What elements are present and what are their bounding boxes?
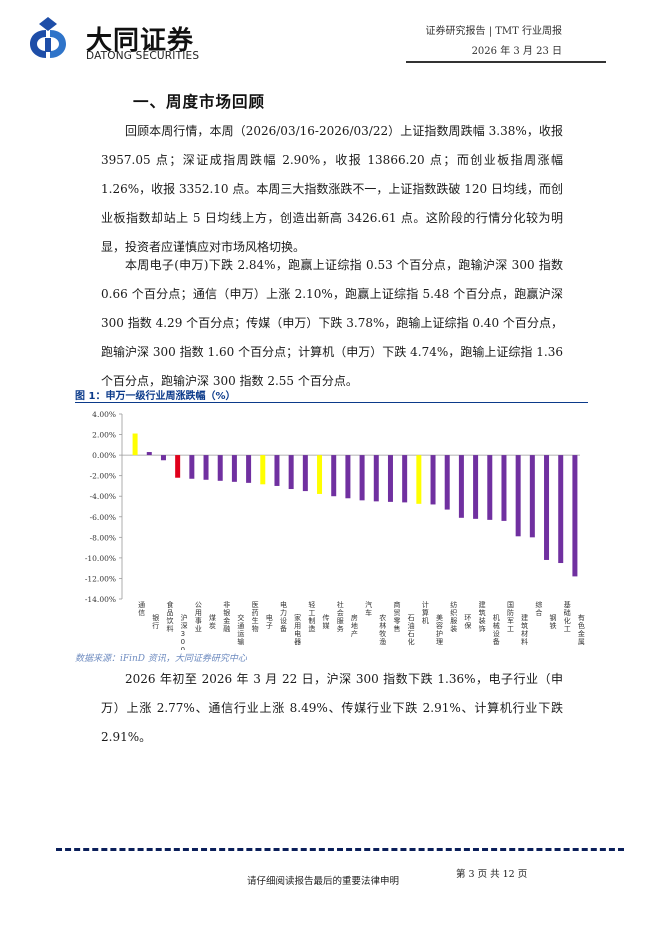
bar: [359, 455, 365, 501]
bar: [317, 455, 323, 494]
bar: [430, 455, 436, 505]
x-tick-label: 银行: [152, 613, 159, 630]
x-tick-label: 沪深 3 0 0: [181, 613, 188, 650]
logo-english-name: DATONG SECURITIES: [86, 50, 200, 62]
bar: [302, 455, 308, 492]
footer-page-number: 第 3 页 共 12 页: [456, 869, 528, 880]
y-tick-label: -6.00%: [90, 513, 116, 522]
footer-dashed-rule: [56, 848, 624, 851]
footer-disclaimer: 请仔细阅读报告最后的重要法律申明: [247, 876, 400, 887]
y-tick-label: 4.00%: [92, 410, 116, 419]
x-tick-label: 石油石化: [408, 614, 415, 646]
bar: [487, 455, 493, 520]
x-tick-label: 美容护理: [436, 613, 443, 646]
x-tick-label: 商贸零售: [393, 600, 400, 633]
bar: [501, 455, 507, 521]
x-tick-label: 机械设备: [493, 613, 500, 646]
bar: [231, 455, 237, 482]
x-tick-label: 食品饮料: [166, 600, 173, 633]
bar: [373, 455, 379, 502]
bar: [260, 455, 266, 485]
section-title: 一、周度市场回顾: [133, 93, 266, 111]
x-tick-label: 公用事业: [195, 601, 202, 633]
x-tick-label: 国防军工: [507, 601, 514, 633]
y-tick-label: 2.00%: [92, 431, 116, 440]
y-tick-label: 0.00%: [92, 451, 116, 460]
y-tick-label: -2.00%: [90, 472, 116, 481]
x-tick-label: 医药生物: [252, 601, 259, 633]
bar: [160, 455, 166, 461]
figure-title-rule: [75, 402, 588, 403]
bar: [544, 455, 550, 560]
bar: [416, 455, 422, 504]
bar: [146, 452, 152, 456]
y-tick-label: -12.00%: [85, 574, 116, 583]
x-tick-label: 非银金融: [223, 600, 230, 633]
x-tick-label: 家用电器: [294, 613, 301, 646]
x-tick-label: 农林牧渔: [379, 613, 386, 646]
x-tick-label: 钢铁: [550, 613, 557, 630]
x-tick-label: 综合: [535, 600, 542, 617]
x-tick-label: 基础化工: [564, 600, 571, 633]
x-tick-label: 煤炭: [209, 613, 216, 630]
y-tick-label: -4.00%: [90, 492, 116, 501]
logo-chinese-name: 大同证券: [86, 26, 195, 56]
x-tick-label: 传媒: [323, 613, 330, 630]
bar: [132, 433, 138, 456]
figure-source: 数据来源：iFinD 资讯，大同证券研究中心: [75, 654, 247, 664]
bar: [515, 455, 521, 537]
datong-logo-icon: [30, 17, 66, 58]
bar: [246, 455, 252, 483]
industry-weekly-change-chart: 4.00% 2.00% 0.00% -2.00% -4.00% -6.00% -8.00% -…: [85, 410, 585, 650]
bar: [203, 455, 209, 480]
bar: [444, 455, 450, 510]
bar: [288, 455, 294, 490]
bar: [473, 455, 479, 519]
bar: [402, 455, 408, 503]
x-tick-label: 建筑材料: [521, 613, 528, 646]
bar: [558, 455, 564, 564]
x-tick-label: 交通运输: [237, 613, 244, 646]
bar: [572, 455, 578, 577]
bar: [189, 455, 195, 479]
x-tick-label: 电子: [266, 613, 273, 630]
bar: [217, 455, 223, 481]
bar: [458, 455, 464, 518]
bar: [387, 455, 393, 502]
x-tick-label: 纺织服装: [450, 600, 457, 633]
bar: [529, 455, 535, 538]
x-tick-label: 通信: [138, 600, 145, 617]
x-tick-label: 建筑装饰: [479, 600, 486, 633]
header-rule: [406, 61, 606, 63]
bar: [331, 455, 337, 497]
page-header: 大同证券 DATONG SECURITIES 证券研究报告 | TMT 行业周报…: [0, 0, 662, 63]
bar: [175, 455, 181, 478]
y-tick-label: -8.00%: [90, 533, 116, 542]
bar: [274, 455, 280, 486]
x-tick-label: 房地产: [351, 613, 358, 638]
paragraph-tmt-sectors: 本周电子(申万)下跌 2.84%，跑赢上证综指 0.53 个百分点，跑输沪深 3…: [101, 258, 563, 388]
x-tick-label: 环保: [464, 614, 471, 630]
x-tick-label: 计算机: [422, 600, 429, 625]
paragraph-market-review: 回顾本周行情，本周（2026/03/16-2026/03/22）上证指数周跌幅 …: [101, 124, 563, 254]
x-tick-label: 有色金属: [578, 613, 585, 646]
figure-title: 图 1：申万一级行业周涨跌幅（%）: [75, 391, 236, 402]
x-tick-label: 社会服务: [337, 600, 344, 633]
report-date: 2026 年 3 月 23 日: [471, 46, 562, 57]
x-tick-label: 汽车: [365, 600, 372, 617]
report-type: 证券研究报告 | TMT 行业周报: [425, 26, 562, 37]
y-tick-label: -14.00%: [85, 595, 116, 604]
y-tick-label: -10.00%: [85, 554, 116, 563]
x-tick-label: 电力设备: [280, 600, 287, 633]
paragraph-ytd-performance: 2026 年初至 2026 年 3 月 22 日，沪深 300 指数下跌 1.3…: [101, 672, 563, 744]
x-tick-label: 轻工制造: [308, 600, 315, 633]
bar: [345, 455, 351, 499]
